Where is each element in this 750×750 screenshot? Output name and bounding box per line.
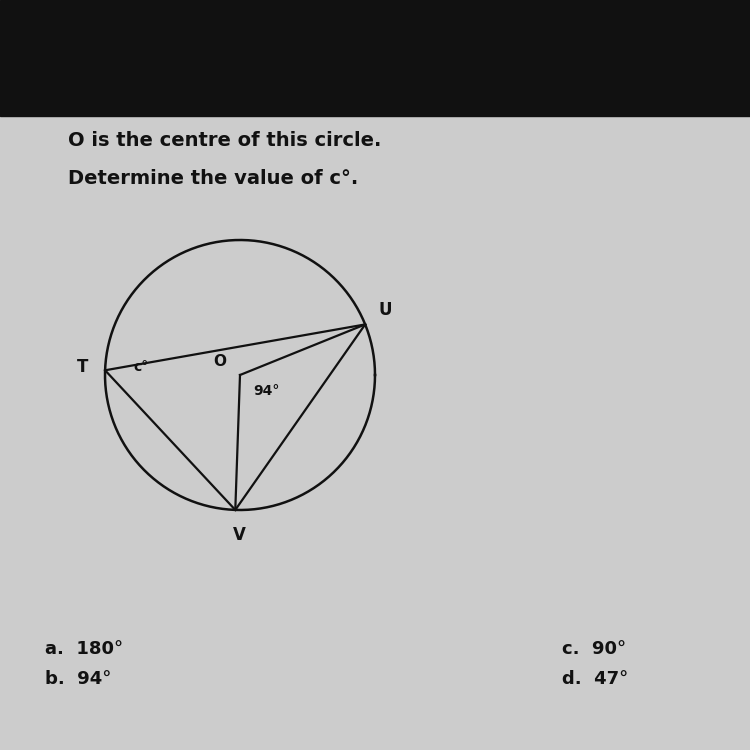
Text: c.  90°: c. 90° [562,640,627,658]
Bar [0,0,750,116]
Text: Determine the value of c°.: Determine the value of c°. [68,169,358,188]
Text: O: O [214,354,226,369]
Text: a.  180°: a. 180° [45,640,123,658]
Text: b.  94°: b. 94° [45,670,111,688]
Text: U: U [378,302,392,320]
Text: V: V [232,526,245,544]
Text: c°: c° [134,359,148,374]
Text: O is the centre of this circle.: O is the centre of this circle. [68,131,381,150]
Text: 94°: 94° [254,384,280,398]
Text: T: T [77,358,88,376]
Text: d.  47°: d. 47° [562,670,628,688]
